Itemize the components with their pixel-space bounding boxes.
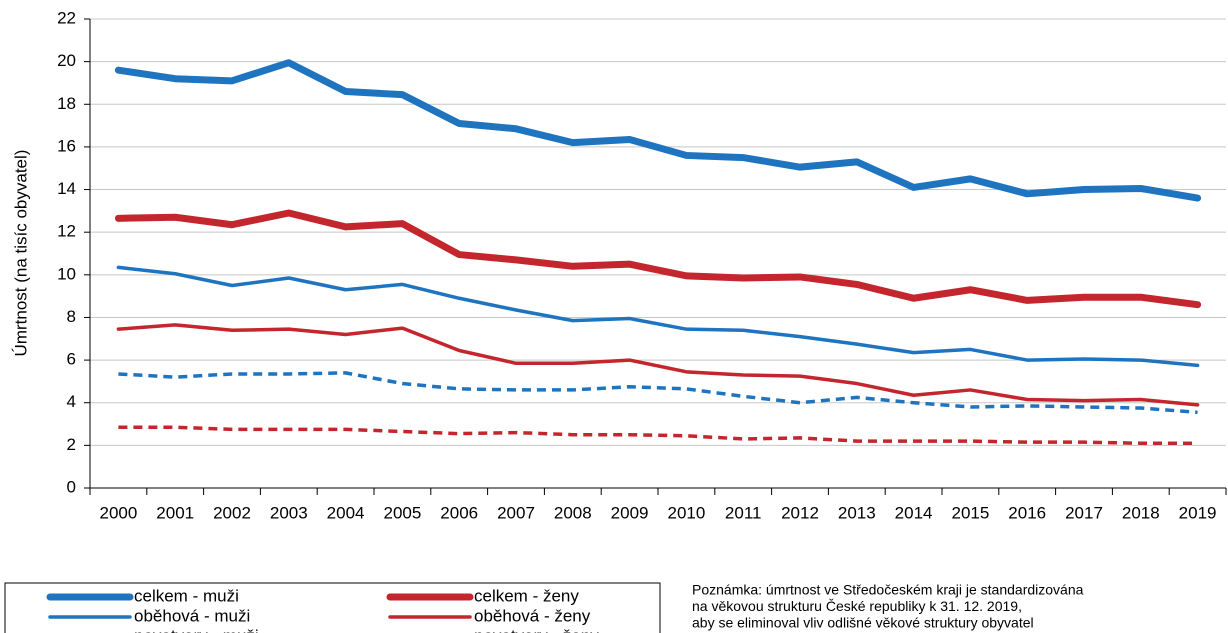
y-tick-label: 6 bbox=[67, 350, 76, 369]
x-tick-label: 2010 bbox=[667, 503, 705, 522]
legend-label: oběhová - muži bbox=[134, 606, 250, 625]
y-tick-label: 20 bbox=[57, 51, 76, 70]
note-line: Středočeského kraje na intenzitu úmrtnos… bbox=[692, 631, 960, 633]
y-axis-label: Úmrtnost (na tisíc obyvatel) bbox=[11, 150, 30, 357]
x-tick-label: 2012 bbox=[781, 503, 819, 522]
x-tick-label: 2008 bbox=[554, 503, 592, 522]
x-tick-label: 2014 bbox=[895, 503, 933, 522]
x-tick-label: 2000 bbox=[99, 503, 137, 522]
note-line: Poznámka: úmrtnost ve Středočeském kraji… bbox=[692, 582, 1084, 598]
series-line bbox=[116, 323, 1200, 407]
y-tick-label: 0 bbox=[67, 477, 76, 496]
legend-label: novotvary - muži bbox=[134, 626, 259, 633]
x-tick-label: 2019 bbox=[1179, 503, 1217, 522]
series-line bbox=[118, 371, 1198, 415]
x-tick-label: 2011 bbox=[725, 503, 762, 522]
y-tick-label: 18 bbox=[57, 94, 76, 113]
x-tick-label: 2015 bbox=[951, 503, 989, 522]
y-tick-label: 12 bbox=[57, 222, 76, 241]
x-tick-label: 2018 bbox=[1122, 503, 1160, 522]
note-line: aby se eliminoval vliv odlišné věkové st… bbox=[692, 615, 1034, 631]
x-tick-label: 2005 bbox=[383, 503, 421, 522]
legend-label: celkem - ženy bbox=[474, 586, 579, 605]
y-tick-label: 4 bbox=[67, 392, 76, 411]
note-line: na věkovou strukturu České republiky k 3… bbox=[692, 598, 1022, 614]
legend-box bbox=[4, 582, 661, 633]
x-tick-label: 2004 bbox=[327, 503, 365, 522]
legend-label: celkem - muži bbox=[134, 586, 239, 605]
y-tick-label: 8 bbox=[67, 307, 76, 326]
y-tick-label: 10 bbox=[57, 264, 76, 283]
legend-label: novotvary - ženy bbox=[474, 626, 599, 633]
x-tick-label: 2003 bbox=[270, 503, 308, 522]
series-line bbox=[118, 425, 1198, 445]
x-tick-label: 2001 bbox=[156, 503, 194, 522]
y-tick-label: 16 bbox=[57, 136, 76, 155]
x-tick-label: 2007 bbox=[497, 503, 535, 522]
series-line bbox=[114, 59, 1202, 202]
x-tick-label: 2009 bbox=[611, 503, 649, 522]
y-tick-label: 14 bbox=[57, 179, 76, 198]
y-tick-label: 22 bbox=[57, 8, 76, 27]
x-tick-label: 2013 bbox=[838, 503, 876, 522]
x-tick-label: 2016 bbox=[1008, 503, 1046, 522]
x-tick-label: 2017 bbox=[1065, 503, 1103, 522]
x-tick-label: 2002 bbox=[213, 503, 251, 522]
series-line bbox=[116, 265, 1200, 368]
y-tick-label: 2 bbox=[67, 435, 76, 454]
x-tick-label: 2006 bbox=[440, 503, 478, 522]
legend-label: oběhová - ženy bbox=[474, 606, 591, 625]
series-line bbox=[114, 209, 1202, 309]
